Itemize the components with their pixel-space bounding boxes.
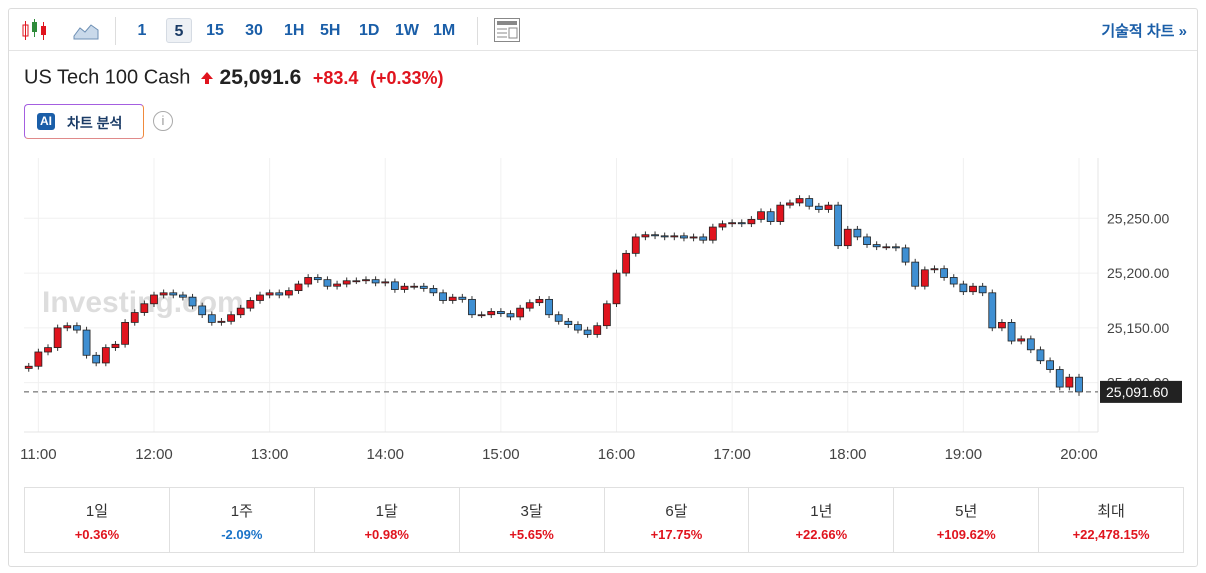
period: 1주 [230,503,253,520]
period: 1달 [375,503,398,520]
ai-badge: AI [37,113,55,130]
period: 1일 [85,503,109,520]
performance-table: 1일 +0.36% 1주 -2.09% 1달 +0.98% 3달 +5.65% 6달 +17.75… [24,487,1184,553]
chart-card: 1 5 15 30 1H 5H 1D 1W 1M 기술적 차트 » US Tech 100 Ca… [8,8,1198,567]
ai-label: 차트 분석 [67,115,123,131]
interval-button[interactable]: 1 [137,22,147,39]
performance-cell: 6달 +17.75% [603,488,749,552]
period: 5년 [955,503,978,520]
performance-cell: 1달 +0.98% [313,488,459,552]
period: 1년 [810,503,833,520]
candle-icon[interactable] [21,17,49,43]
symbol: US Tech 100 Cash [24,66,191,89]
info-icon[interactable]: i [153,111,173,131]
performance-cell: 1주 -2.09% [168,488,314,552]
performance-cell: 1년 +22.66% [748,488,893,552]
interval-button[interactable]: 1H [284,22,305,39]
period-change: +17.75% [650,527,703,542]
last-price: 25,091.6 [219,66,302,89]
performance-cell: 1일 +0.36% [25,488,169,552]
performance-cell: 최대 +22,478.15% [1038,488,1183,552]
interval-button[interactable]: 5 [166,18,192,43]
divider [115,17,116,45]
period-change: +22.66% [795,527,848,542]
ai-analysis-button[interactable]: AI 차트 분석 [24,104,144,139]
period-change: +0.98% [364,527,409,542]
period-change: +5.65% [509,527,554,542]
up-arrow [200,72,213,84]
change: +83.4 [312,67,359,88]
interval-button[interactable]: 1M [433,22,456,39]
area-icon[interactable] [73,19,99,41]
period: 3달 [520,503,543,520]
change-pct: (+0.33%) [369,67,444,88]
toolbar: 1 5 15 30 1H 5H 1D 1W 1M 기술적 차트 » [9,9,1197,51]
technical-chart-link[interactable]: 기술적 차트 » [1101,23,1187,40]
period-change: +109.62% [936,527,996,542]
quote-header: US Tech 100 Cash 25,091.6 +83.4 (+0.33%) [24,66,444,90]
period-change: -2.09% [221,527,263,542]
performance-cell: 5년 +109.62% [893,488,1038,552]
interval-button[interactable]: 1D [359,22,380,39]
performance-cell: 3달 +5.65% [458,488,604,552]
interval-button[interactable]: 15 [206,22,224,39]
interval-button[interactable]: 30 [245,22,263,39]
divider [477,17,478,45]
layout-icon[interactable] [493,17,521,43]
period: 6달 [665,503,688,520]
interval-button[interactable]: 1W [395,22,419,39]
interval-button[interactable]: 5H [320,22,341,39]
period-change: +22,478.15% [1072,527,1150,542]
period: 최대 [1097,503,1125,520]
period-change: +0.36% [74,527,120,542]
